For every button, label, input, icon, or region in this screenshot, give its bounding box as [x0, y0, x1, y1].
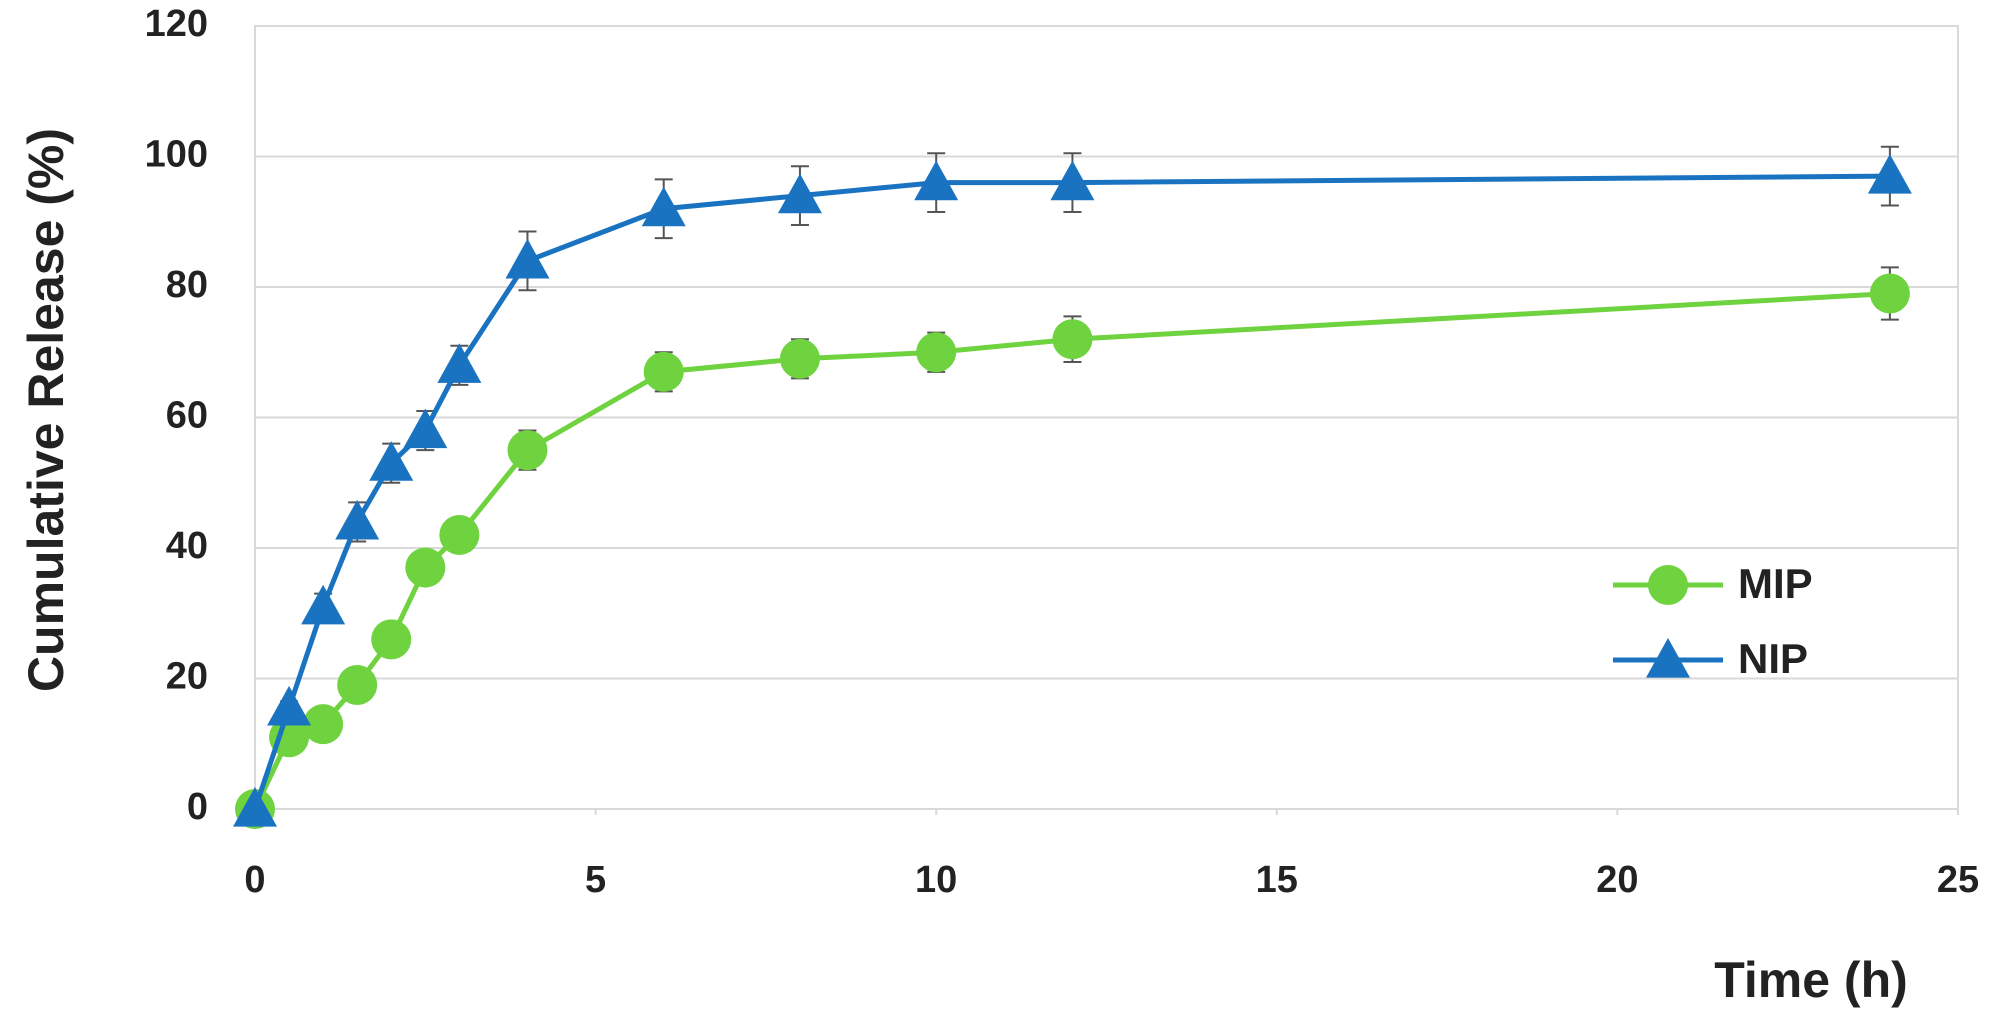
- marker: [437, 343, 482, 383]
- marker: [267, 685, 312, 726]
- y-tick-label: 80: [166, 264, 208, 306]
- legend-label: NIP: [1738, 635, 1808, 682]
- marker: [914, 160, 959, 201]
- marker: [1050, 160, 1095, 201]
- marker: [1869, 273, 1910, 314]
- x-axis-label: Time (h): [1714, 952, 1908, 1008]
- marker: [371, 619, 412, 660]
- y-axis-label: Cumulative Release (%): [18, 128, 74, 692]
- marker: [405, 547, 446, 588]
- y-tick-label: 120: [145, 3, 208, 45]
- y-tick-label: 100: [145, 134, 208, 176]
- x-tick-label: 15: [1256, 859, 1298, 901]
- x-tick-label: 25: [1937, 859, 1979, 901]
- marker: [507, 430, 548, 471]
- marker: [641, 186, 686, 227]
- marker: [1052, 319, 1093, 360]
- legend-marker: [1646, 638, 1690, 678]
- marker: [335, 499, 380, 540]
- marker: [369, 441, 414, 481]
- marker: [779, 338, 820, 379]
- x-tick-label: 0: [244, 859, 265, 901]
- series-line: [252, 173, 1890, 810]
- marker: [777, 173, 822, 214]
- marker: [269, 717, 310, 758]
- marker: [403, 408, 448, 449]
- series-line: [252, 291, 1891, 811]
- y-tick-label: 40: [166, 525, 208, 567]
- y-tick-label: 60: [166, 395, 208, 437]
- legend-label: MIP: [1738, 560, 1813, 607]
- x-tick-label: 10: [915, 859, 957, 901]
- marker: [337, 665, 378, 706]
- marker: [505, 238, 550, 279]
- y-tick-label: 0: [187, 786, 208, 828]
- series: [235, 266, 1910, 829]
- y-tick-label: 20: [166, 656, 208, 698]
- x-tick-label: 20: [1596, 859, 1638, 901]
- marker: [303, 704, 344, 745]
- x-tick-label: 5: [585, 859, 606, 901]
- marker: [233, 787, 277, 827]
- marker: [301, 584, 346, 625]
- legend-marker: [1648, 565, 1688, 605]
- marker: [643, 351, 684, 392]
- series: [233, 145, 1912, 827]
- marker: [1867, 154, 1912, 194]
- marker: [916, 332, 957, 373]
- marker: [439, 514, 480, 555]
